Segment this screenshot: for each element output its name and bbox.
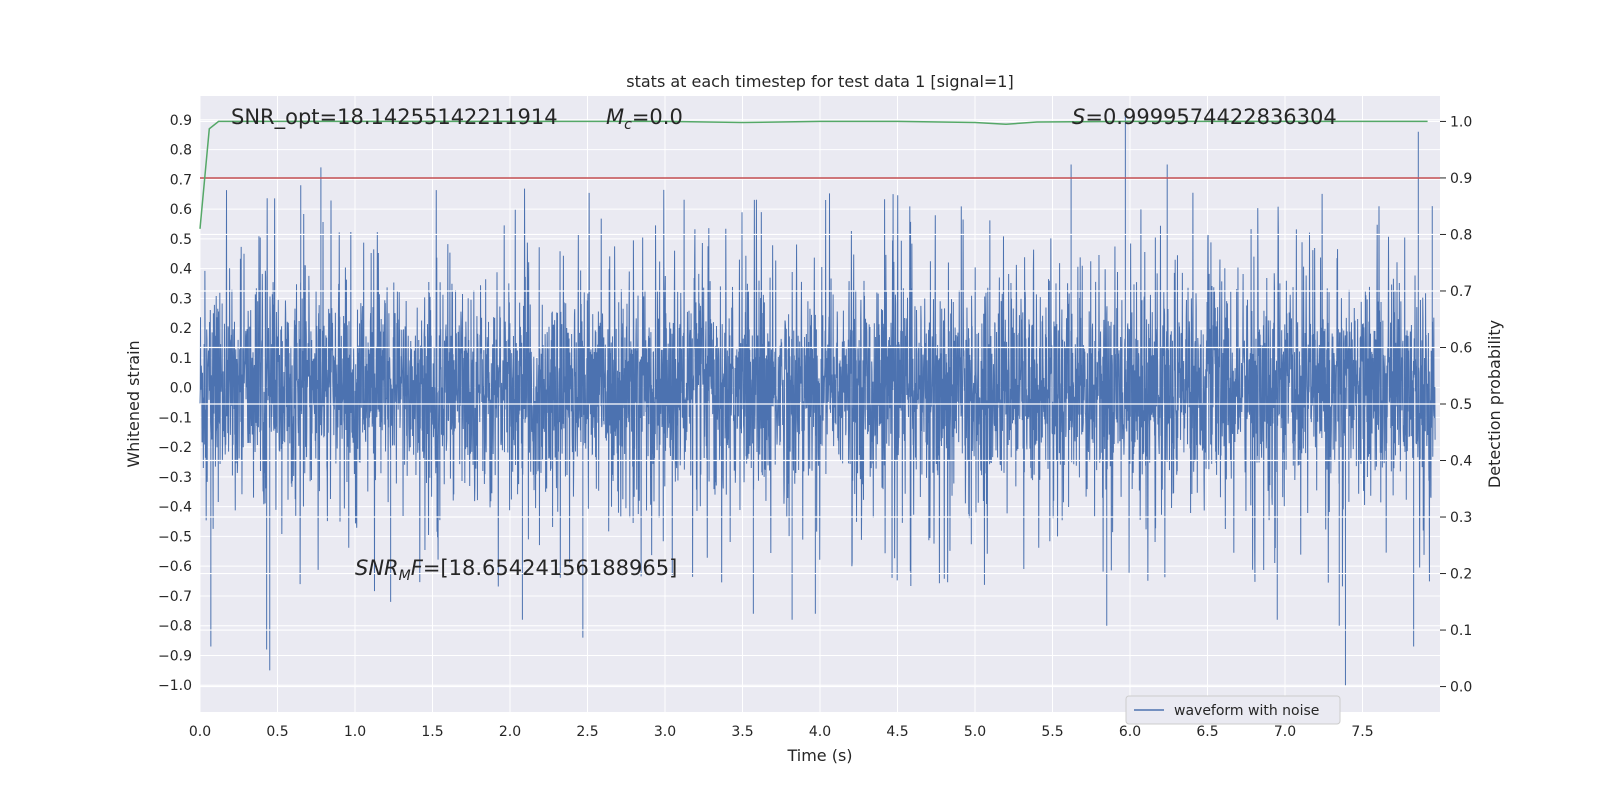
y-tick-label: 0.9	[170, 113, 192, 129]
x-tick-label: 4.5	[886, 724, 908, 740]
snr-opt-annotation: SNR_opt=18.14255142211914	[231, 105, 558, 130]
x-axis-label: Time (s)	[786, 746, 852, 765]
y-tick-label: 0.0	[170, 381, 192, 397]
snr-mf-subscript: M	[399, 568, 411, 584]
mc-symbol: M	[606, 105, 624, 129]
y-tick-label: −0.9	[158, 648, 192, 664]
x-tick-label: 7.0	[1274, 724, 1296, 740]
y-axis-ticks: 0.9 0.8 0.7 0.6 0.5 0.4 0.3 0.2 0.1 0.0 −0.1 −0.2 −0…	[158, 113, 192, 694]
y2-tick-label: 0.6	[1450, 340, 1472, 356]
y-tick-label: 0.7	[170, 172, 192, 188]
y-tick-label: −0.8	[158, 619, 192, 635]
y2-tick-label: 0.4	[1450, 454, 1472, 470]
x-tick-label: 5.0	[964, 724, 986, 740]
y2-tick-label: 0.1	[1450, 623, 1472, 639]
x-tick-label: 1.0	[344, 724, 366, 740]
x-tick-label: 0.5	[266, 724, 288, 740]
y2-tick-label: 0.7	[1450, 284, 1472, 300]
legend-box	[1125, 695, 1341, 725]
y2-axis-label: Detection probability	[1485, 320, 1504, 488]
y-tick-label: −0.1	[158, 410, 192, 426]
y-tick-label: 0.2	[170, 321, 192, 337]
y-tick-label: −0.6	[158, 559, 192, 575]
y-tick-label: −0.2	[158, 440, 192, 456]
y-tick-label: 0.5	[170, 232, 192, 248]
legend-entry: waveform with noise	[1174, 703, 1319, 719]
x-tick-label: 5.5	[1041, 724, 1063, 740]
x-tick-label: 6.0	[1119, 724, 1141, 740]
y-tick-label: −0.5	[158, 529, 192, 545]
s-value: =0.9999574422836304	[1085, 105, 1336, 129]
x-axis-ticks: 0.0 0.5 1.0 1.5 2.0 2.5 3.0 3.5 4.0 4.5 5.0 5.5 6.0 6…	[189, 724, 1374, 740]
x-tick-label: 4.0	[809, 724, 831, 740]
y-tick-label: 0.4	[170, 262, 192, 278]
y2-tick-label: 0.3	[1450, 510, 1472, 526]
snr-mf-value: =[18.65424156188965]	[423, 556, 677, 580]
y-tick-label: 0.8	[170, 143, 192, 159]
snr-mf-annotation: SNRMF=[18.65424156188965]	[355, 556, 677, 584]
mc-value: =0.0	[632, 105, 683, 129]
y2-tick-label: 0.5	[1450, 397, 1472, 413]
snr-mf-tail: F	[411, 556, 424, 580]
y-tick-label: 0.6	[170, 202, 192, 218]
y-tick-label: −0.3	[158, 470, 192, 486]
y2-tick-label: 0.2	[1450, 567, 1472, 583]
x-tick-label: 3.5	[731, 724, 753, 740]
y-tick-label: −1.0	[158, 678, 192, 694]
y2-tick-label: 1.0	[1450, 114, 1472, 130]
snr-mf-symbol: SNR	[355, 556, 399, 580]
y2-tick-label: 0.8	[1450, 227, 1472, 243]
chart-title: stats at each timestep for test data 1 […	[626, 72, 1013, 91]
x-tick-label: 2.0	[499, 724, 521, 740]
y-tick-label: 0.1	[170, 351, 192, 367]
mc-annotation: Mc=0.0	[606, 105, 683, 133]
x-tick-label: 2.5	[576, 724, 598, 740]
y2-tick-label: 0.9	[1450, 171, 1472, 187]
x-tick-label: 3.0	[654, 724, 676, 740]
s-symbol: S	[1072, 105, 1085, 129]
mc-subscript: c	[624, 117, 632, 133]
x-tick-label: 1.5	[421, 724, 443, 740]
detection-probability-line	[199, 120, 1428, 229]
y-tick-label: −0.7	[158, 589, 192, 605]
y2-axis-ticks: 1.0 0.9 0.8 0.7 0.6 0.5 0.4 0.3 0.2 0.1 0.0	[1440, 114, 1472, 696]
x-tick-label: 6.5	[1196, 724, 1218, 740]
y-tick-label: 0.3	[170, 291, 192, 307]
s-annotation: S=0.9999574422836304	[1072, 105, 1337, 129]
y-tick-label: −0.4	[158, 500, 192, 516]
legend: waveform with noise	[1125, 695, 1341, 725]
x-tick-label: 0.0	[189, 724, 211, 740]
y2-tick-label: 0.0	[1450, 680, 1472, 696]
x-tick-label: 7.5	[1351, 724, 1373, 740]
y-axis-label: Whitened strain	[124, 340, 143, 467]
